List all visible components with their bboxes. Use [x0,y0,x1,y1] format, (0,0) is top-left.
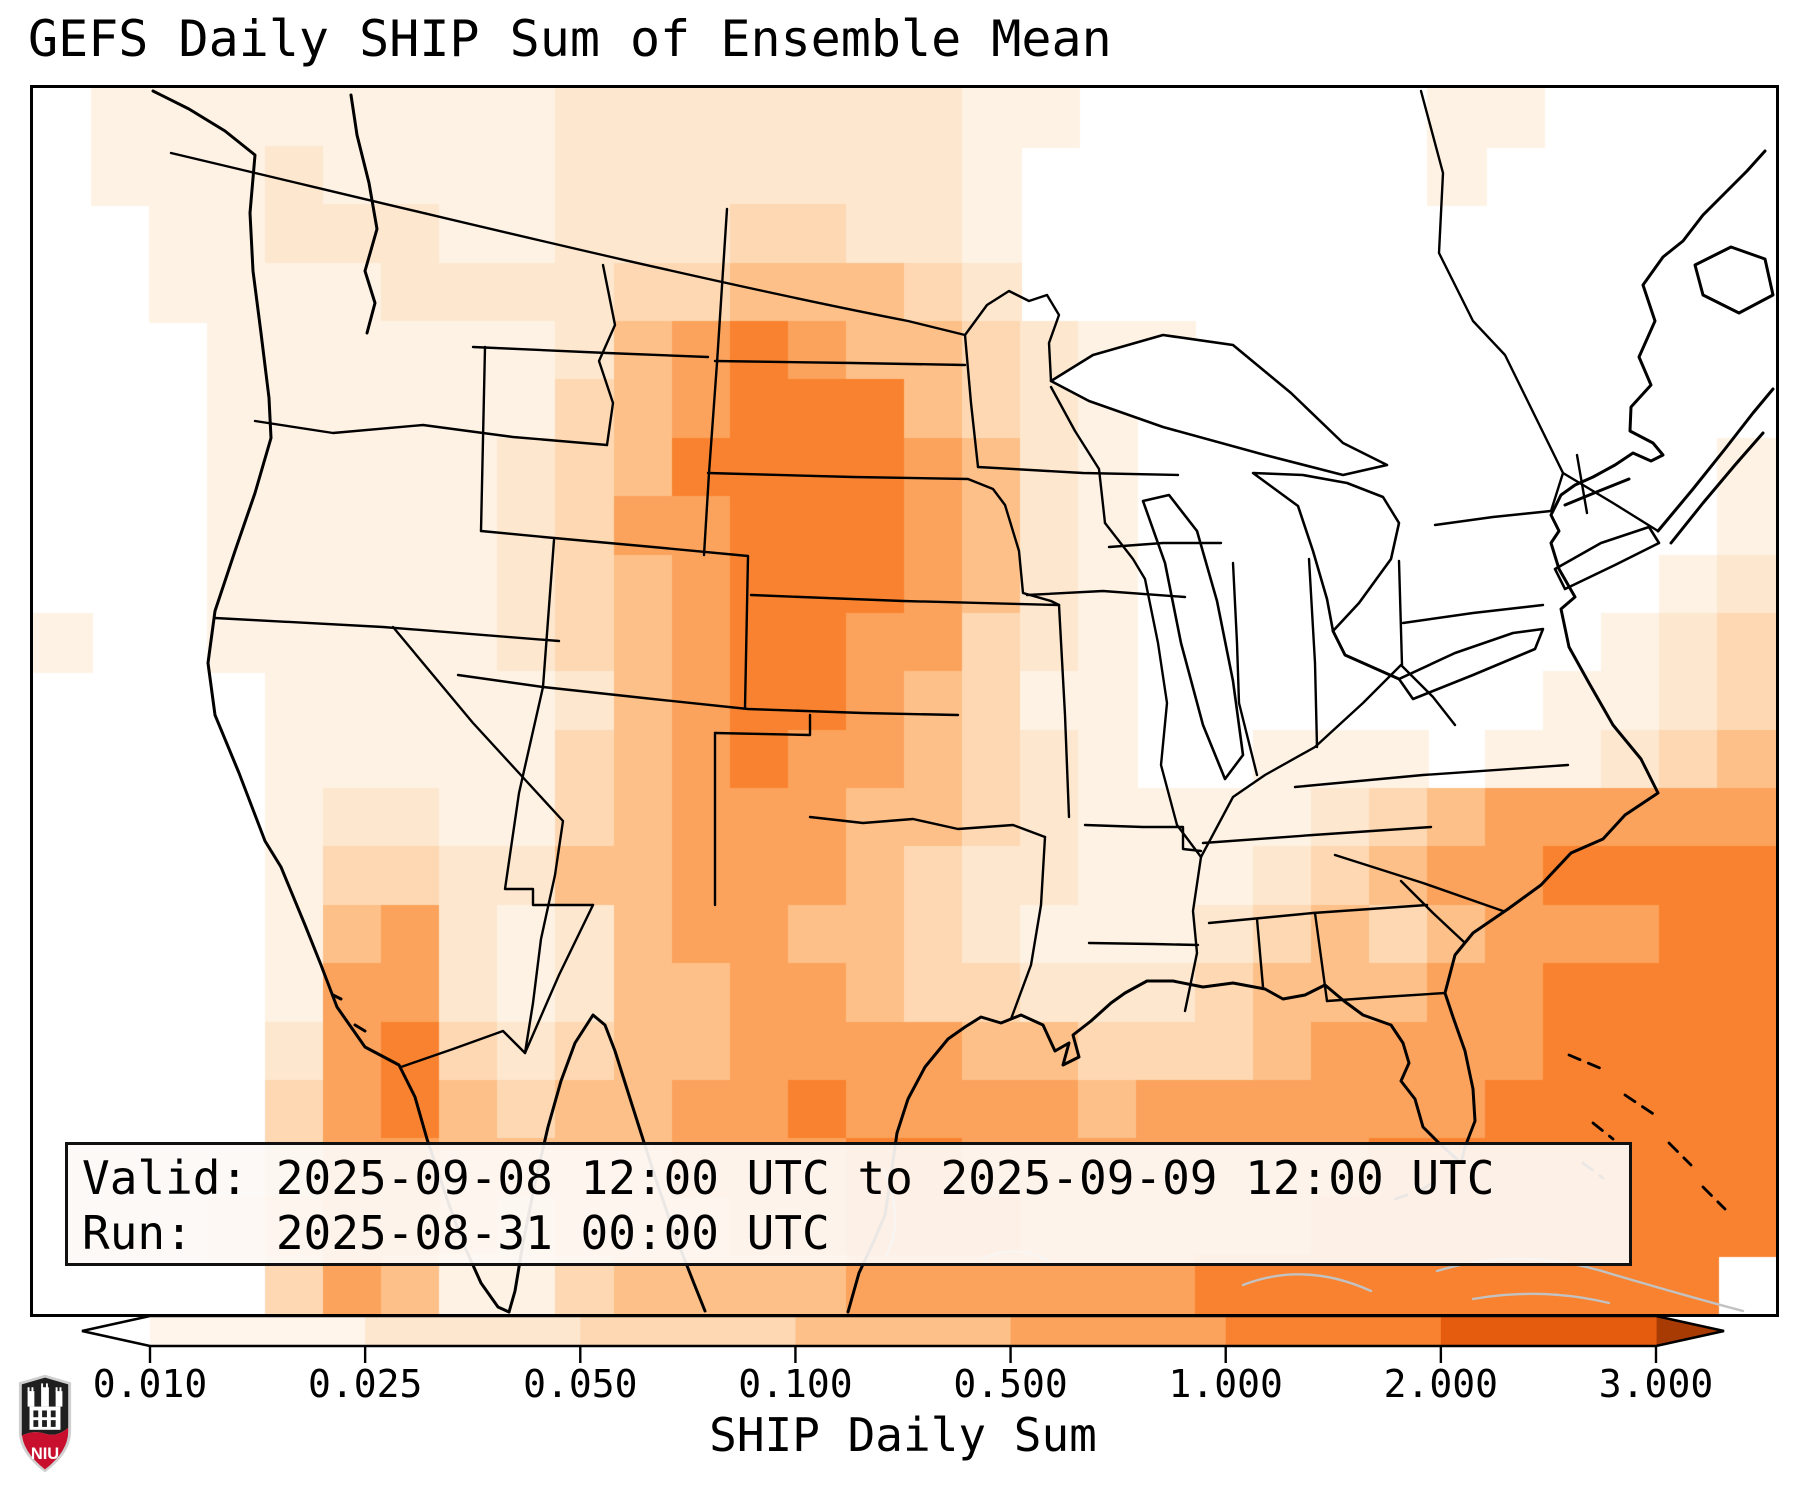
niu-logo-text: NIU [31,1445,59,1463]
niu-castle-icon [27,1383,63,1430]
colorbar-tick-label: 2.000 [1383,1362,1499,1406]
colorbar-tick-label: 0.025 [307,1362,423,1406]
colorbar-axis-label: SHIP Daily Sum [709,1408,1097,1462]
colorbar-tick-label: 3.000 [1598,1362,1714,1406]
colorbar-tick-label: 1.000 [1168,1362,1283,1406]
niu-shield-red [21,1427,69,1470]
map-frame [30,85,1779,1317]
colorbar-segments [81,1314,1725,1363]
valid-line: Valid: 2025-09-08 12:00 UTC to 2025-09-0… [82,1151,1495,1205]
valid-run-info-box: Valid: 2025-09-08 12:00 UTC to 2025-09-0… [65,1142,1632,1266]
colorbar-tick-label: 0.100 [738,1362,853,1406]
plot-title: GEFS Daily SHIP Sum of Ensemble Mean [28,10,1112,68]
colorbar-tick-label: 0.050 [523,1362,638,1406]
colorbar-tick-labels: 0.010 0.025 0.050 0.100 0.500 1.000 2.000 3.000 [0,1362,1803,1408]
colorbar-tick-label: 0.500 [953,1362,1068,1406]
run-line: Run: 2025-08-31 00:00 UTC [82,1206,830,1260]
colorbar-tick-label: 0.010 [92,1362,208,1406]
colorbar [81,1314,1725,1363]
niu-logo: NIU [18,1374,72,1473]
ship-heatmap [33,88,1776,1314]
